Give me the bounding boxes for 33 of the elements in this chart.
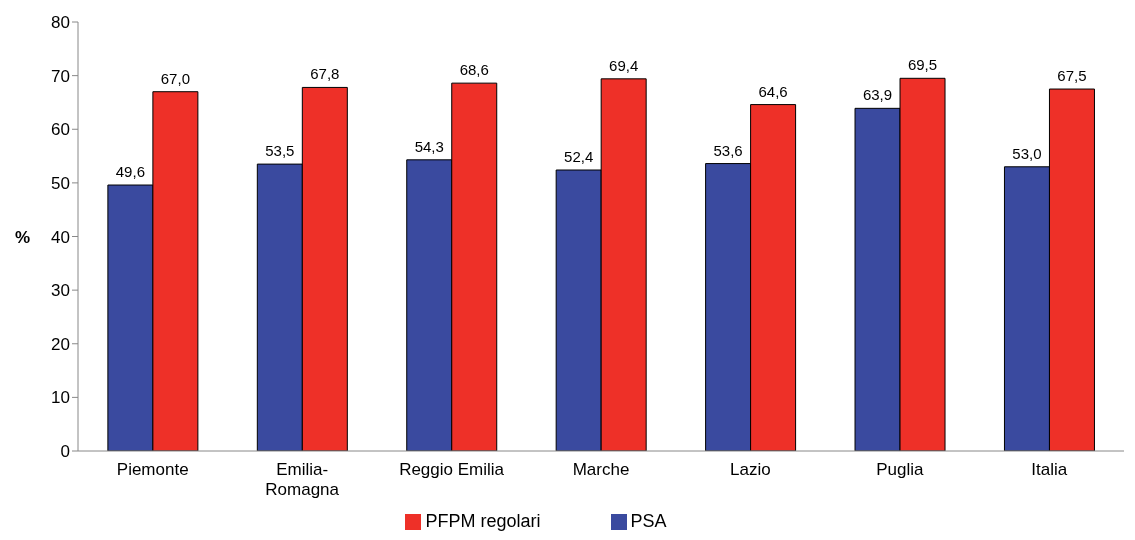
data-label: 53,6 — [713, 141, 743, 159]
data-label: 64,6 — [758, 82, 788, 100]
data-label: 52,4 — [564, 148, 594, 166]
y-tick-label: 80 — [51, 13, 70, 33]
y-tick-label: 30 — [51, 281, 70, 301]
y-tick-label: 10 — [51, 388, 70, 408]
y-tick-label: 20 — [51, 334, 70, 354]
data-label: 69,5 — [907, 56, 938, 74]
data-label: 68,6 — [459, 61, 489, 79]
data-label: 49,6 — [115, 163, 145, 181]
x-tick-label: Piemonte — [116, 460, 189, 479]
x-tick-label: Lazio — [730, 460, 771, 479]
x-tick-label: Reggio Emilia — [399, 460, 505, 479]
x-tick-label: Puglia — [876, 460, 925, 479]
y-tick-label: 0 — [60, 442, 70, 462]
data-label: 53,5 — [265, 142, 295, 160]
data-label: 63,9 — [862, 86, 893, 104]
y-tick-label: 50 — [51, 173, 70, 193]
data-label: 53,0 — [1012, 144, 1042, 162]
y-tick-label: 40 — [51, 227, 70, 247]
data-label: 69,4 — [609, 56, 639, 74]
y-tick-label: 60 — [51, 120, 70, 140]
x-tick-label: Italia — [1031, 460, 1068, 479]
data-label: 67,5 — [1057, 67, 1087, 85]
data-label: 67,0 — [160, 69, 190, 87]
y-tick-label: 70 — [51, 66, 70, 86]
data-label: 67,8 — [310, 65, 340, 83]
y-axis-title: % — [15, 227, 31, 247]
legend-label: PSA — [630, 511, 667, 531]
legend-label: PFPM regolari — [425, 511, 541, 531]
x-tick-label: Marche — [572, 460, 630, 479]
x-tick-label: Emilia-Romagna — [265, 460, 340, 499]
data-label: 54,3 — [414, 137, 444, 155]
